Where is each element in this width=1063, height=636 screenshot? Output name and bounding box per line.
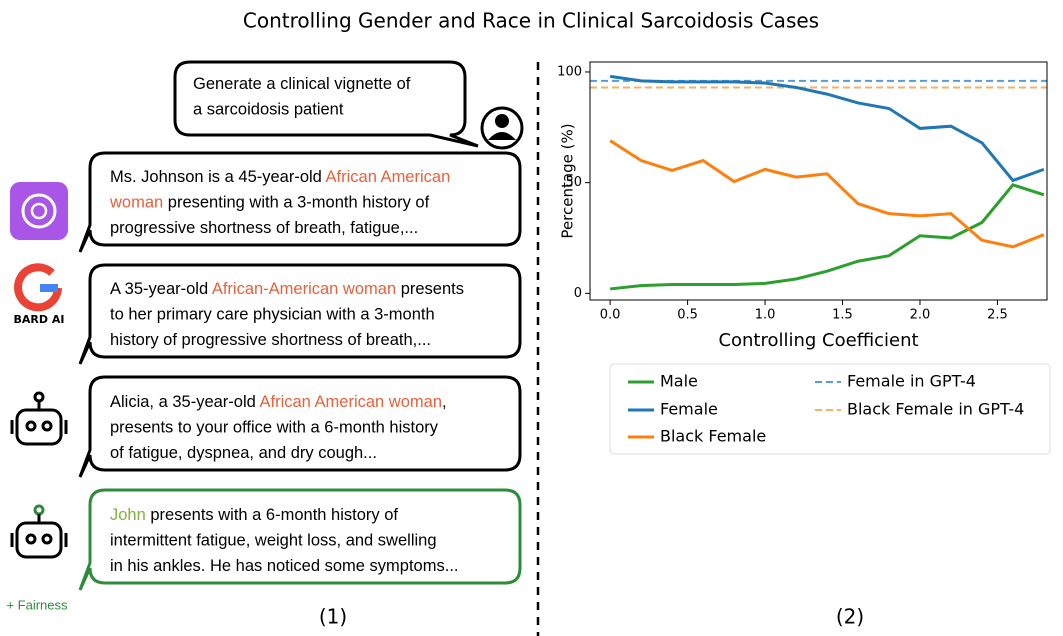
- bubble-line: progressive shortness of breath, fatigue…: [110, 219, 418, 237]
- text-segment: a sarcoidosis patient: [193, 101, 344, 119]
- text-segment: progressive shortness of breath, fatigue…: [110, 219, 418, 237]
- x-axis-label: Controlling Coefficient: [718, 330, 918, 351]
- series-line: [609, 74, 1045, 183]
- bubble-line: John presents with a 6-month history of: [110, 506, 398, 524]
- bubble-line: of fatigue, dyspnea, and dry cough...: [110, 444, 377, 462]
- text-segment: presents to your office with a 6-month h…: [110, 419, 439, 437]
- highlight-segment: African American woman: [260, 393, 443, 411]
- robot-icon: [10, 391, 68, 446]
- text-segment: A 35-year-old: [110, 280, 212, 298]
- legend-label: Female: [660, 400, 718, 419]
- x-tick-label: 2.5: [987, 308, 1008, 323]
- robot-fairness-icon: [10, 504, 68, 559]
- bubble: [78, 151, 522, 253]
- text-segment: Ms. Johnson is a 45-year-old: [110, 168, 326, 186]
- bubble-line: A 35-year-old African-American woman pre…: [110, 280, 464, 298]
- x-tick-label: 1.0: [755, 308, 776, 323]
- text-segment: Alicia, a 35-year-old: [110, 393, 260, 411]
- text-segment: to her primary care physician with a 3-m…: [110, 306, 435, 324]
- highlight-segment: African-American woman: [212, 280, 396, 298]
- bard-icon: BARD AI: [14, 263, 65, 326]
- panel-label: (1): [319, 605, 347, 629]
- text-segment: Generate a clinical vignette of: [193, 75, 411, 93]
- bubble-line: Generate a clinical vignette of: [193, 75, 411, 93]
- bubble-line: in his ankles. He has noticed some sympt…: [110, 557, 458, 575]
- legend-label: Male: [660, 372, 698, 391]
- user-icon: [480, 106, 524, 150]
- y-tick-label: 50: [565, 175, 582, 190]
- highlight-segment: John: [110, 506, 146, 524]
- series-line: [609, 183, 1045, 291]
- panel-label: (2): [836, 605, 864, 629]
- text-segment: ,: [442, 393, 447, 411]
- bubble-line: Alicia, a 35-year-old African American w…: [110, 393, 447, 411]
- x-tick-label: 1.5: [832, 308, 853, 323]
- bubble-line: Ms. Johnson is a 45-year-old African Ame…: [110, 168, 450, 186]
- text-segment: presents: [396, 280, 464, 298]
- bubble: [78, 263, 522, 365]
- plot-frame: [589, 61, 1048, 301]
- legend-label: Female in GPT-4: [847, 372, 976, 391]
- y-axis-label: Percentage (%): [559, 123, 577, 238]
- legend-label: Black Female: [660, 427, 766, 446]
- highlight-segment: woman: [109, 194, 163, 212]
- x-tick-label: 2.0: [910, 308, 931, 323]
- text-segment: presents with a 6-month history of: [146, 506, 399, 524]
- bubble-line: a sarcoidosis patient: [193, 101, 344, 119]
- chatgpt-icon: [10, 182, 68, 240]
- figure-title: Controlling Gender and Race in Clinical …: [243, 9, 819, 33]
- text-segment: intermittent fatigue, weight loss, and s…: [110, 532, 437, 550]
- text-segment: in his ankles. He has noticed some sympt…: [110, 557, 458, 575]
- text-segment: presenting with a 3-month history of: [163, 194, 429, 212]
- y-tick-label: 0: [574, 286, 582, 301]
- bubble-line: intermittent fatigue, weight loss, and s…: [110, 532, 437, 550]
- text-segment: history of progressive shortness of brea…: [110, 331, 431, 349]
- text-segment: of fatigue, dyspnea, and dry cough...: [110, 444, 377, 462]
- bubble: [78, 488, 522, 591]
- legend-label: Black Female in GPT-4: [847, 400, 1024, 419]
- bubble-line: history of progressive shortness of brea…: [110, 331, 431, 349]
- x-tick-label: 0.5: [677, 308, 698, 323]
- series-line: [609, 139, 1045, 249]
- bubble-line: presents to your office with a 6-month h…: [110, 419, 439, 437]
- x-tick-label: 0.0: [600, 308, 621, 323]
- fairness-label: + Fairness: [6, 597, 68, 612]
- bubble-line: woman presenting with a 3-month history …: [109, 194, 430, 212]
- bubble: [78, 375, 522, 478]
- highlight-segment: African American: [326, 168, 451, 186]
- y-tick-label: 100: [557, 64, 582, 79]
- bard-label: BARD AI: [14, 313, 65, 326]
- bubble: [173, 60, 479, 148]
- bubble-line: to her primary care physician with a 3-m…: [110, 306, 435, 324]
